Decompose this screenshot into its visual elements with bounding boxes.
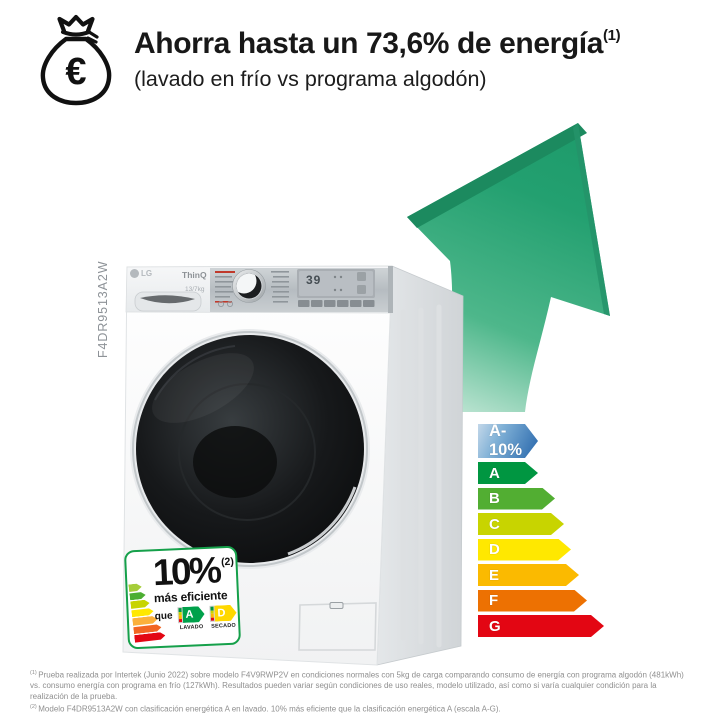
- energy-arrow-label: B: [489, 490, 500, 507]
- energy-arrow-label: C: [489, 515, 500, 533]
- service-drawer: [298, 602, 377, 651]
- footnotes: (1) Prueba realizada por Intertek (Junio…: [30, 670, 694, 717]
- panel-icon-dot: [217, 301, 224, 308]
- footnote: (1) Prueba realizada por Intertek (Junio…: [30, 670, 684, 702]
- dry-grade-arrow: D: [214, 605, 237, 622]
- display-panel: [297, 269, 375, 298]
- energy-arrow-B: B: [478, 488, 555, 510]
- headline-footnote-ref: (1): [603, 27, 621, 44]
- energy-arrow-label: D: [489, 541, 500, 558]
- money-bag-euro-icon: €: [40, 14, 112, 106]
- mini-scale-arrow: [128, 583, 142, 592]
- program-labels-right: [271, 271, 289, 303]
- energy-arrow-D: D: [478, 539, 571, 561]
- dry-caption: SECADO: [211, 622, 237, 630]
- wash-grade-arrow: A: [182, 606, 205, 623]
- door-reflection-arc: [154, 345, 236, 401]
- footnote: (2) Modelo F4DR9513A2W con clasificación…: [30, 704, 501, 714]
- dry-tag-strip-icon: [209, 605, 215, 622]
- badge-percent-value: 10%: [151, 549, 221, 594]
- arrow-right-edge: [573, 123, 610, 316]
- lg-logo-text: LG: [141, 269, 153, 278]
- footnote-ref: (2): [30, 704, 39, 711]
- efficiency-badge: 10%(2) más eficiente que A LAVADO D SE: [123, 545, 242, 650]
- energy-arrow-label: E: [489, 566, 500, 584]
- energy-arrow-A: A: [478, 462, 538, 484]
- door-chrome-highlight: [287, 486, 357, 556]
- energy-arrow-C: C: [478, 513, 564, 535]
- badge-body: 10%(2) más eficiente que A LAVADO D SE: [151, 549, 236, 632]
- drum-ring: [178, 383, 316, 521]
- mini-scale-arrow: [130, 599, 150, 609]
- display-readout: 39: [306, 273, 322, 287]
- corner-trim: [388, 266, 393, 313]
- program-labels-left: [215, 271, 235, 303]
- panel-icon-dot2: [226, 301, 233, 308]
- drawer-handle-slot: [140, 295, 195, 304]
- energy-arrow-label: F: [489, 592, 499, 609]
- wash-caption: LAVADO: [179, 623, 204, 631]
- side-ridges: [400, 304, 442, 648]
- capacity-label: 13/7kg: [185, 286, 205, 293]
- arrow-top-edge: [407, 123, 587, 228]
- badge-grades-row: que A LAVADO D SECADO: [154, 605, 236, 632]
- lg-logo: LG: [130, 269, 152, 278]
- dry-grade-tag: D SECADO: [209, 605, 237, 630]
- euro-symbol: €: [65, 51, 86, 93]
- door-gloss: [152, 353, 254, 423]
- energy-rating-scale: A-10% A B C D E F G: [478, 424, 604, 641]
- energy-arrow-label: G: [489, 617, 501, 635]
- energy-arrow-F: F: [478, 590, 587, 612]
- energy-arrow-label: A: [489, 464, 500, 482]
- model-number-vertical: F4DR9513A2W: [96, 260, 110, 358]
- drum-center: [193, 426, 277, 498]
- energy-arrow-E: E: [478, 564, 579, 586]
- wash-tag-strip-icon: [177, 607, 183, 624]
- energy-arrow-A-10%: A-10%: [478, 424, 538, 458]
- badge-percent: 10%(2): [151, 549, 235, 594]
- headline-text: Ahorra hasta un 73,6% de energía: [134, 27, 604, 60]
- button-row: [298, 300, 375, 307]
- door: [130, 329, 370, 569]
- headline: Ahorra hasta un 73,6% de energía(1): [134, 27, 621, 61]
- program-dial: [232, 269, 266, 303]
- badge-que: que: [154, 610, 173, 623]
- energy-arrow-label: A-10%: [489, 422, 523, 459]
- subheadline: (lavado en frío vs programa algodón): [134, 67, 487, 91]
- badge-claim: más eficiente: [153, 588, 228, 606]
- footnote-ref: (1): [30, 670, 39, 676]
- wash-grade-tag: A LAVADO: [177, 606, 205, 631]
- lg-logo-circle-icon: [130, 269, 139, 278]
- energy-arrow-G: G: [478, 615, 604, 637]
- badge-footnote-ref: (2): [220, 555, 235, 568]
- thinq-label: ThinQ: [182, 270, 207, 280]
- mini-scale-arrow: [129, 591, 146, 600]
